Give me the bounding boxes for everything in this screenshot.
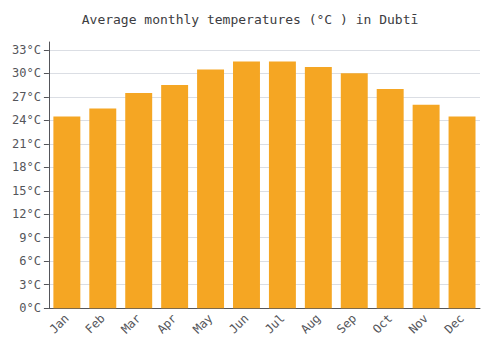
svg-text:24°C: 24°C [12,113,41,127]
svg-text:Dec: Dec [442,311,467,336]
svg-text:21°C: 21°C [12,137,41,151]
svg-text:0°C: 0°C [19,301,41,315]
svg-text:Feb: Feb [83,311,108,336]
svg-text:3°C: 3°C [19,278,41,292]
svg-text:Sep: Sep [334,311,359,336]
svg-text:27°C: 27°C [12,90,41,104]
svg-text:30°C: 30°C [12,66,41,80]
svg-text:Average monthly temperatures (: Average monthly temperatures (°C ) in Du… [82,12,419,27]
svg-text:Jul: Jul [262,311,287,336]
svg-text:12°C: 12°C [12,207,41,221]
svg-text:15°C: 15°C [12,184,41,198]
svg-text:Jan: Jan [47,311,72,336]
svg-text:33°C: 33°C [12,43,41,57]
svg-text:Nov: Nov [406,311,431,336]
svg-text:9°C: 9°C [19,231,41,245]
svg-text:Mar: Mar [118,311,143,336]
svg-text:Apr: Apr [154,311,179,336]
svg-text:Jun: Jun [226,311,251,336]
svg-text:18°C: 18°C [12,160,41,174]
svg-text:May: May [190,311,215,336]
svg-text:Aug: Aug [298,311,323,336]
svg-text:Oct: Oct [370,311,395,336]
svg-text:6°C: 6°C [19,254,41,268]
